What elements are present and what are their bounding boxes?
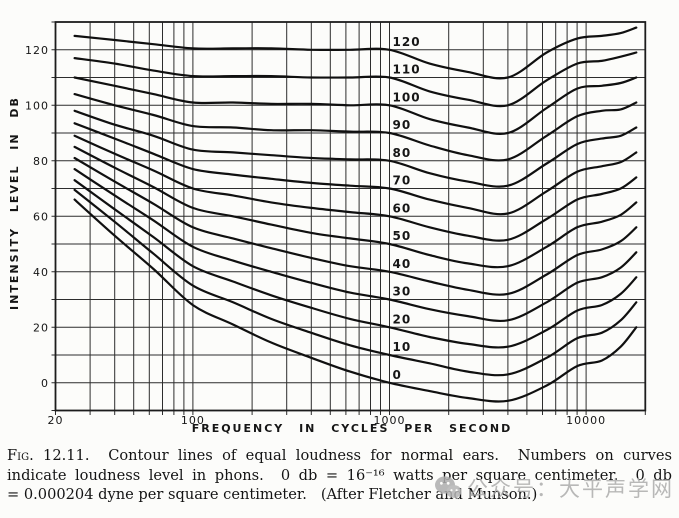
y-axis-label: INTENSITY LEVEL IN DB [8, 96, 21, 310]
y-tick-0: 0 [41, 377, 49, 390]
curve-label-60: 60 [393, 201, 412, 215]
contour-curve-90-phon [73, 93, 638, 162]
caption-line-2: indicate loudness level in phons. 0 db =… [7, 466, 672, 484]
caption-line-3: = 0.000204 dyne per square centimeter. (… [7, 486, 538, 503]
curve-label-100: 100 [393, 90, 421, 104]
caption-line-1-text: Contour lines of equal loudness for norm… [89, 447, 672, 464]
x-tick-20: 20 [48, 414, 64, 427]
contour-curve-20-phon [73, 179, 638, 349]
curve-label-90: 90 [393, 118, 412, 132]
curve-label-110: 110 [393, 63, 421, 77]
x-tick-100: 100 [181, 414, 205, 427]
contour-curve-50-phon [73, 145, 638, 269]
contour-curve-30-phon [73, 168, 638, 322]
grid [51, 21, 646, 415]
contour-curve-40-phon [73, 156, 638, 296]
y-tick-80: 80 [33, 155, 49, 168]
equal-loudness-contour-chart: 0 10 20 30 40 50 60 70 80 90 100 110 120 0 20 40 60 80 100… [8, 21, 647, 435]
x-axis-label: FREQUENCY IN CYCLES PER SECOND [192, 422, 513, 435]
curve-label-0: 0 [393, 368, 402, 382]
curve-label-30: 30 [393, 285, 412, 299]
curve-label-40: 40 [393, 257, 412, 271]
curve-label-80: 80 [393, 146, 412, 160]
figure-number: Fig. 12.11. [7, 447, 90, 464]
contour-curve-70-phon [73, 122, 638, 216]
contour-curve-60-phon [73, 134, 638, 242]
curve-labels: 0 10 20 30 40 50 60 70 80 90 100 110 120 [393, 35, 421, 382]
x-tick-1000: 1000 [374, 414, 406, 427]
y-tick-120: 120 [25, 44, 49, 57]
y-tick-20: 20 [33, 321, 49, 334]
x-tick-10000: 10000 [566, 414, 606, 427]
contour-curves [73, 26, 638, 403]
curve-label-70: 70 [393, 174, 412, 188]
y-tick-60: 60 [33, 210, 49, 223]
y-tick-100: 100 [25, 99, 49, 112]
figure-caption: Fig. 12.11. Contour lines of equal loudn… [7, 446, 672, 505]
contour-curve-10-phon [73, 188, 638, 377]
contour-curve-110-phon [73, 51, 638, 108]
contour-curve-0-phon [73, 198, 638, 403]
y-tick-40: 40 [33, 266, 49, 279]
curve-label-10: 10 [393, 340, 412, 354]
plot-frame [54, 21, 647, 412]
curve-label-20: 20 [393, 312, 412, 326]
curve-label-120: 120 [393, 35, 421, 49]
contour-curve-100-phon [73, 76, 638, 135]
contour-curve-120-phon [73, 26, 638, 80]
curve-label-50: 50 [393, 229, 412, 243]
caption-line-1: Fig. 12.11. Contour lines of equal loudn… [7, 446, 672, 466]
contour-curve-80-phon [73, 109, 638, 188]
